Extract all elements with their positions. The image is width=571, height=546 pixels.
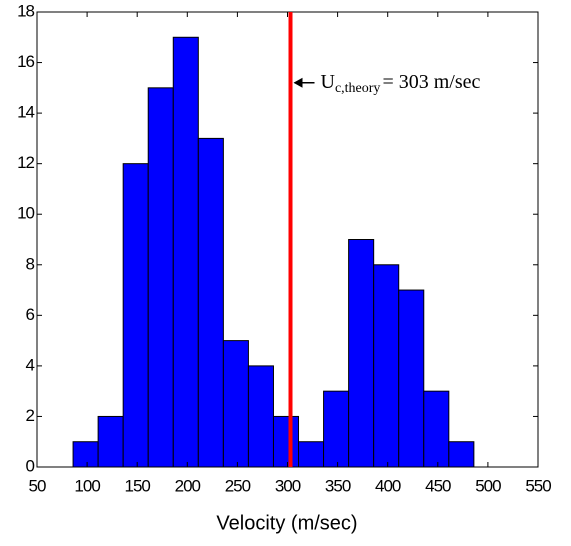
x-tick-label: 150 [125,476,151,495]
bar [373,264,400,468]
bar [147,87,174,468]
plot-frame [36,11,539,468]
x-tick-label: 250 [225,476,251,495]
y-tick-label: 8 [26,254,35,273]
annotation: Uc,theory = 303 m/sec [321,70,481,96]
y-tick-label: 2 [26,406,35,425]
x-axis-label: Velocity (m/sec) [216,512,357,534]
x-tick-label: 200 [175,476,201,495]
bar [197,137,224,468]
bar [298,441,325,468]
x-tick-label: 300 [275,476,301,495]
bar [172,36,199,468]
bar [423,390,450,468]
y-tick-label: 12 [17,153,34,172]
x-tick-label: 50 [29,476,46,495]
y-tick-label: 4 [26,355,35,374]
x-tick-label: 100 [74,476,100,495]
bar [122,163,149,468]
bar [97,415,124,468]
bar [323,390,350,468]
y-tick-label: 0 [26,456,35,475]
bar [448,441,475,468]
bar [247,365,274,468]
bar [272,415,300,468]
annotation-symbol: U [321,70,336,92]
x-tick-label: 550 [525,476,551,495]
bar [72,441,99,468]
annotation-text: = 303 m/sec [382,70,480,92]
bar [222,340,249,468]
annotation-arrowhead [293,77,303,88]
annotation-subscript: c,theory [335,81,380,96]
bar [398,289,425,468]
bar [348,239,375,468]
x-tick-label: 400 [375,476,401,495]
y-tick-label: 14 [17,103,34,122]
x-tick-label: 350 [325,476,351,495]
y-tick-label: 10 [17,204,34,223]
y-tick-label: 6 [26,305,35,324]
x-tick-label: 450 [425,476,451,495]
x-tick-label: 500 [475,476,501,495]
y-tick-label: 16 [17,52,34,71]
y-tick-label: 18 [17,1,34,20]
